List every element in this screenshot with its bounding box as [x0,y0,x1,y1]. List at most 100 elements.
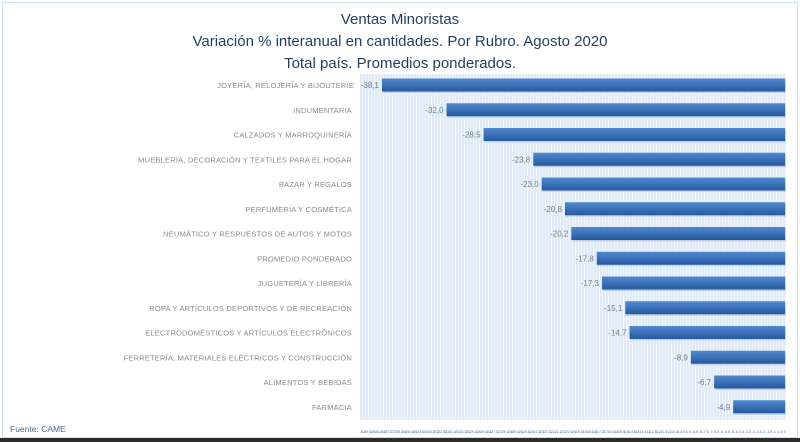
x-tick-label: -19 [581,430,586,434]
bar [714,375,785,389]
x-tick-label: -8,5 [692,430,698,434]
x-tick-label: -13 [645,430,650,434]
bar [564,202,785,216]
bar [382,78,785,92]
x-tick-label: -32,5 [437,430,445,434]
value-label: -6,7 [697,378,711,387]
category-label: NEUMÁTICO Y RESPUESTOS DE AUTOS Y MOTOS [163,230,352,239]
value-label: -32,0 [425,106,444,115]
x-tick-label: -10,5 [670,430,678,434]
x-tick-label: -3 [752,430,755,434]
bottom-band [0,438,800,442]
x-tick-label: -15,5 [617,430,625,434]
x-tick-label: -26,5 [501,430,509,434]
category-label: INDUMENTARIA [293,106,352,115]
x-tick-label: -30,5 [458,430,466,434]
x-tick-label: -36 [402,430,407,434]
chart-subtitle: Variación % interanual en cantidades. Po… [192,33,608,50]
category-label: ROPA Y ARTÍCULOS DEPORTIVOS Y DE RECREAC… [149,304,352,313]
x-tick-label: -33,5 [427,430,435,434]
chart-subtitle-2: Total país. Promedios ponderados. [284,55,516,72]
bar [690,350,785,364]
x-tick-label: -17,5 [596,430,604,434]
x-tick-label: -26 [507,430,512,434]
x-tick-label: -27,5 [490,430,498,434]
value-label: -8,9 [674,353,688,362]
x-tick-label: -31,5 [448,430,456,434]
x-tick-label: -15 [624,430,629,434]
x-tick-label: -37 [391,430,396,434]
bar [541,177,785,191]
x-tick-label: -40 [359,430,364,434]
x-tick-label: -24,5 [522,430,530,434]
category-label: CALZADOS Y MARROQUINERÍA [234,131,352,140]
x-tick-label: -38 [380,430,385,434]
x-tick-label: -35,5 [405,430,413,434]
value-label: -23,8 [512,155,531,164]
bar [571,227,785,240]
category-label: FARMACIA [312,403,352,412]
bar [602,276,785,290]
x-tick-label: -32 [444,430,449,434]
x-tick-label: -27 [497,430,502,434]
x-tick-label: -6 [720,430,723,434]
bar [446,103,785,117]
x-tick-label: -5,5 [724,430,730,434]
x-tick-label: -22,5 [543,430,551,434]
x-tick-label: -17 [603,430,608,434]
value-label: -20,8 [544,205,563,214]
x-tick-label: -38,5 [374,430,382,434]
x-tick-label: -0,5 [777,430,783,434]
bar [733,400,785,414]
x-tick-label: -30 [465,430,470,434]
value-label: -17,3 [581,279,600,288]
x-tick-label: -12 [655,430,660,434]
x-tick-label: -1 [773,430,776,434]
chart-title: Ventas Minoristas [340,11,460,28]
x-tick-label: -2,5 [755,430,761,434]
x-tick-label: -28,5 [479,430,487,434]
category-label: JOYERÍA, RELOJERÍA Y BIJOUTERIE [217,81,354,90]
value-label: -17,8 [575,254,594,263]
x-tick-label: -12,5 [649,430,657,434]
x-tick-label: -6,5 [713,430,719,434]
x-tick-label: -39,5 [363,430,371,434]
x-tick-label: -7 [709,430,712,434]
category-label: PROMEDIO PONDERADO [257,254,352,263]
value-label: -14,7 [608,329,627,338]
x-tick-label: -9,5 [681,430,687,434]
x-tick-label: -2 [762,430,765,434]
x-tick-label: -33 [433,430,438,434]
category-label: BAZAR Y REGALOS [279,180,352,189]
category-label: MUEBLERÍA, DECORACIÓN Y TEXTILES PARA EL… [138,155,352,164]
x-tick-label: -34,5 [416,430,424,434]
x-tick-label: -34 [423,430,428,434]
bar [625,301,785,315]
x-tick-label: -9 [688,430,691,434]
x-tick-label: -35 [412,430,417,434]
x-tick-label: -18 [592,430,597,434]
x-tick-label: -25,5 [511,430,519,434]
x-tick-label: -25 [518,430,523,434]
x-tick-label: -14,5 [628,430,636,434]
x-tick-label: -21 [560,430,565,434]
x-tick-label: -20 [571,430,576,434]
x-tick-label: -3,5 [745,430,751,434]
x-tick-label: -16,5 [606,430,614,434]
x-tick-label: -23 [539,430,544,434]
x-tick-label: -19,5 [575,430,583,434]
value-label: -38,1 [361,81,380,90]
value-label: -20,2 [550,230,569,239]
bar [629,326,785,339]
x-tick-label: -4 [741,430,744,434]
value-label: -28,5 [462,131,481,140]
category-label: JUGUETERÍA Y LIBRERÍA [258,279,352,288]
value-label: -4,9 [716,403,730,412]
x-tick-label: -1,5 [766,430,772,434]
x-tick-label: -36,5 [395,430,403,434]
bar [533,152,785,166]
x-tick-label: -7,5 [703,430,709,434]
x-tick-label: -13,5 [638,430,646,434]
x-tick-label: 0 [784,430,786,434]
x-tick-label: -31 [454,430,459,434]
